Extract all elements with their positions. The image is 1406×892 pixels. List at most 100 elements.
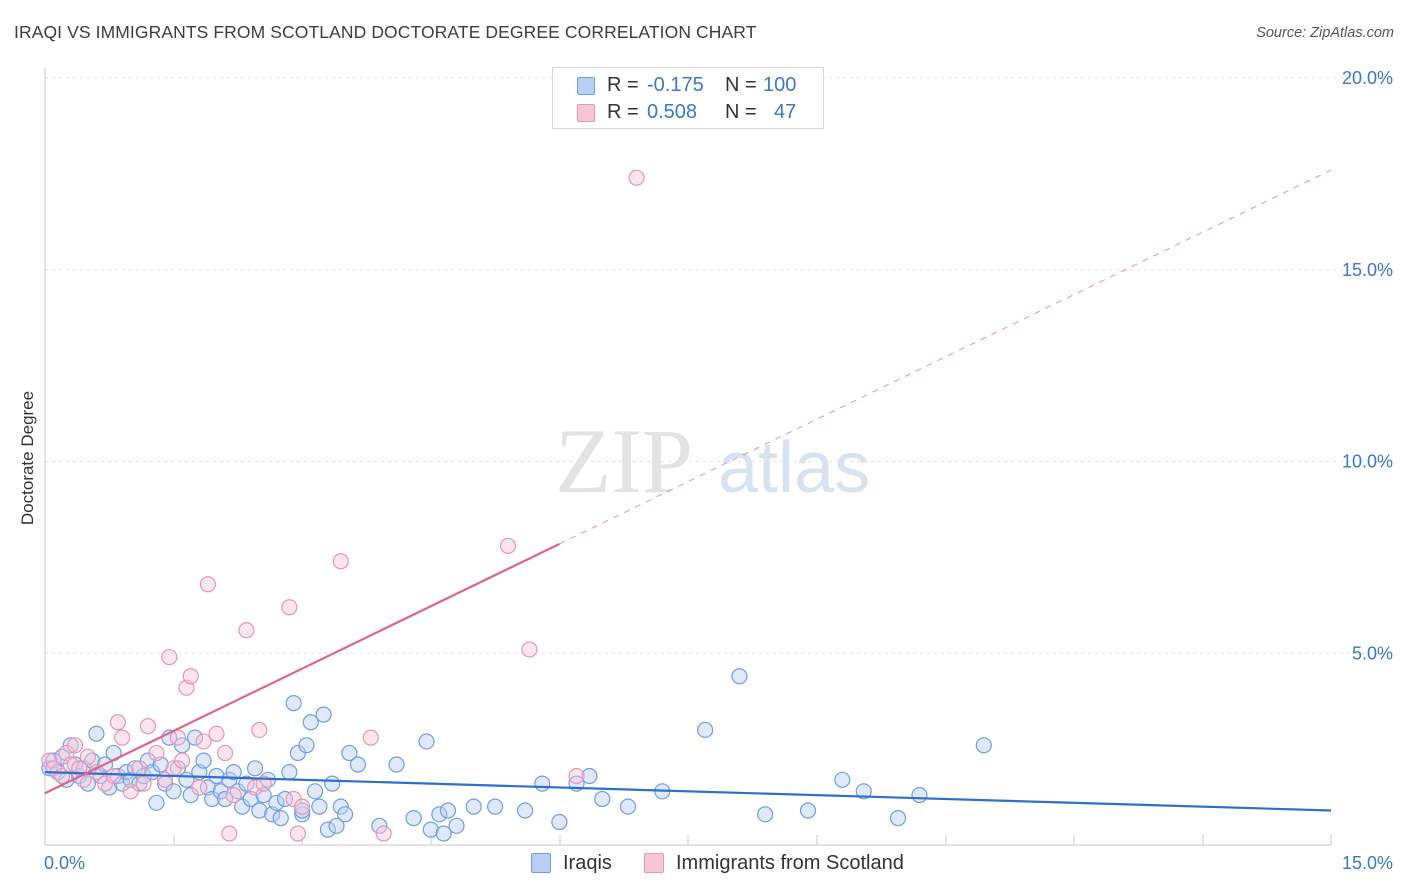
data-point [251,721,268,739]
data-point [799,802,817,819]
data-point [332,798,349,815]
data-point [186,729,204,746]
data-point [375,825,392,842]
data-point [619,798,637,815]
data-point [221,825,238,842]
data-point [208,725,225,742]
data-point [332,553,349,570]
data-point [148,794,165,811]
data-point [199,576,216,593]
x-tick-label: 0.0% [44,853,85,873]
data-point [349,756,367,773]
data-point [311,798,328,815]
data-point [371,817,388,834]
data-point [255,775,272,792]
data-point [731,668,748,685]
data-point [169,729,186,746]
data-point [315,706,332,723]
data-point [834,771,851,788]
data-point [757,806,774,823]
y-tick-label: 15.0% [1342,260,1393,280]
data-point [521,641,538,658]
data-point [221,771,238,788]
tick-labels: 5.0% 10.0% 15.0% 20.0% 0.0% 15.0% [44,68,1393,873]
data-point [66,737,84,754]
trend-lines [44,169,1332,812]
data-point [388,756,405,773]
legend-r-value: 0.508 [647,101,698,123]
data-point [62,737,79,754]
data-point [118,764,135,781]
data-point [122,783,139,800]
data-point [517,802,534,819]
data-point [418,733,435,750]
trend-line-iraqis [44,771,1332,812]
data-point [306,783,324,800]
data-point [422,821,439,838]
data-point [139,718,156,735]
data-point [285,695,302,712]
data-point [294,798,311,815]
legend-r-label: R = [607,74,639,96]
bottom-legend-label: Iraqis [563,852,612,874]
data-point [272,810,289,827]
legend-swatch-blue [577,77,595,95]
data-point [251,802,268,819]
x-tick-label: 15.0% [1342,853,1393,873]
data-point [246,760,264,777]
legend-n-label: N = [725,101,757,123]
data-point [246,779,264,796]
data-point [182,668,199,685]
data-point [439,802,457,819]
data-point [225,764,242,781]
data-point [975,737,992,754]
bottom-legend-swatch-pink [644,853,664,873]
data-point [88,725,105,742]
data-point [114,729,131,746]
data-point [79,748,96,765]
legend-n-value: 100 [763,74,797,96]
data-point [212,783,229,800]
data-point [276,790,294,808]
data-point [191,779,208,796]
data-point [174,752,191,769]
data-point [161,648,178,666]
series-scotland-points [41,169,645,842]
watermark-atlas: atlas [718,428,870,508]
y-tick-label: 20.0% [1342,68,1393,88]
data-point [324,775,341,792]
watermark-zip: ZIP [555,410,693,512]
data-point [568,767,585,785]
data-point [448,817,465,834]
data-point [336,806,354,823]
chart-title: IRAQI VS IMMIGRANTS FROM SCOTLAND DOCTOR… [14,22,757,42]
data-point [268,794,285,811]
data-point [135,775,152,792]
data-point [281,599,298,616]
gridlines [45,77,1393,654]
legend-n-value: 47 [774,101,797,123]
legend-r-label: R = [607,101,639,123]
legend-n-label: N = [725,74,757,96]
bottom-legend-swatch-blue [531,853,551,873]
data-point [289,825,307,842]
data-point [855,783,872,800]
data-point [41,752,58,769]
data-point [298,737,315,754]
data-point [216,790,234,808]
legend-box: R = -0.175 N = 100 R = 0.508 N = 47 [552,67,824,129]
data-point [581,767,598,785]
data-point [195,733,212,750]
data-point [302,714,319,731]
data-point [435,825,452,842]
data-point [551,813,568,831]
y-axis-label: Doctorate Degree [18,391,37,525]
data-point [105,767,122,785]
data-point [465,798,482,815]
chart-source: Source: ZipAtlas.com [1256,25,1394,41]
data-point [889,810,907,827]
legend-swatch-pink [577,104,595,122]
data-point [697,721,714,739]
data-point [109,714,126,731]
